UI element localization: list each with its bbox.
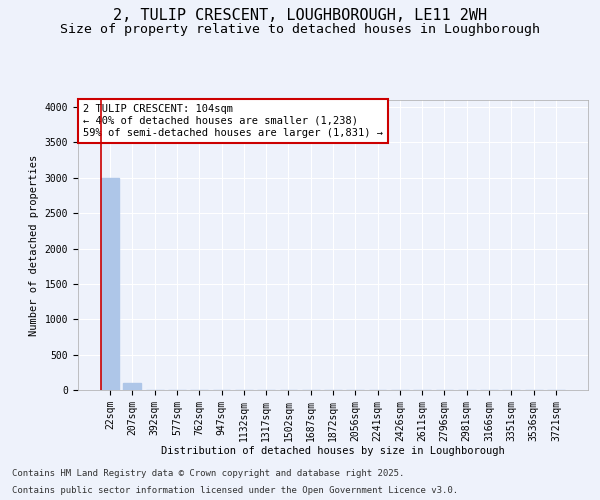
Bar bbox=[101, 178, 119, 390]
Text: Contains public sector information licensed under the Open Government Licence v3: Contains public sector information licen… bbox=[12, 486, 458, 495]
Text: 2, TULIP CRESCENT, LOUGHBOROUGH, LE11 2WH: 2, TULIP CRESCENT, LOUGHBOROUGH, LE11 2W… bbox=[113, 8, 487, 22]
Text: 2 TULIP CRESCENT: 104sqm
← 40% of detached houses are smaller (1,238)
59% of sem: 2 TULIP CRESCENT: 104sqm ← 40% of detach… bbox=[83, 104, 383, 138]
Bar bbox=[124, 383, 142, 390]
Text: Size of property relative to detached houses in Loughborough: Size of property relative to detached ho… bbox=[60, 22, 540, 36]
X-axis label: Distribution of detached houses by size in Loughborough: Distribution of detached houses by size … bbox=[161, 446, 505, 456]
Y-axis label: Number of detached properties: Number of detached properties bbox=[29, 154, 39, 336]
Text: Contains HM Land Registry data © Crown copyright and database right 2025.: Contains HM Land Registry data © Crown c… bbox=[12, 468, 404, 477]
